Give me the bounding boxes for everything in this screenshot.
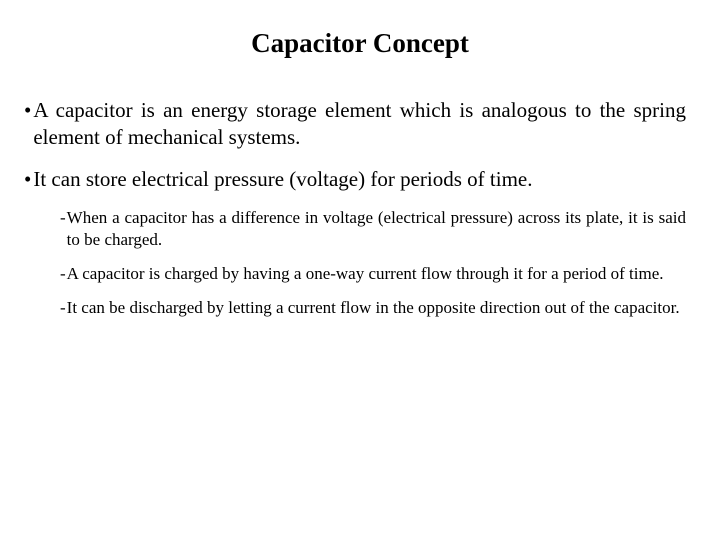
slide-title: Capacitor Concept — [22, 28, 698, 59]
bullet-item: • It can store electrical pressure (volt… — [24, 166, 686, 193]
bullet-item: • A capacitor is an energy storage eleme… — [24, 97, 686, 152]
bullet-text: It can store electrical pressure (voltag… — [33, 166, 686, 193]
bullet-text: A capacitor is an energy storage element… — [33, 97, 686, 152]
sub-item: - When a capacitor has a difference in v… — [60, 207, 686, 251]
dash-marker-icon: - — [60, 207, 67, 251]
sub-item-text: A capacitor is charged by having a one-w… — [67, 263, 686, 285]
sub-item: - It can be discharged by letting a curr… — [60, 297, 686, 319]
dash-marker-icon: - — [60, 297, 67, 319]
bullet-marker-icon: • — [24, 97, 33, 152]
dash-marker-icon: - — [60, 263, 67, 285]
sub-item: - A capacitor is charged by having a one… — [60, 263, 686, 285]
sub-item-text: When a capacitor has a difference in vol… — [67, 207, 686, 251]
slide: Capacitor Concept • A capacitor is an en… — [0, 0, 720, 540]
sub-list: - When a capacitor has a difference in v… — [22, 207, 698, 319]
sub-item-text: It can be discharged by letting a curren… — [67, 297, 686, 319]
bullet-marker-icon: • — [24, 166, 33, 193]
bullet-list: • A capacitor is an energy storage eleme… — [22, 97, 698, 193]
